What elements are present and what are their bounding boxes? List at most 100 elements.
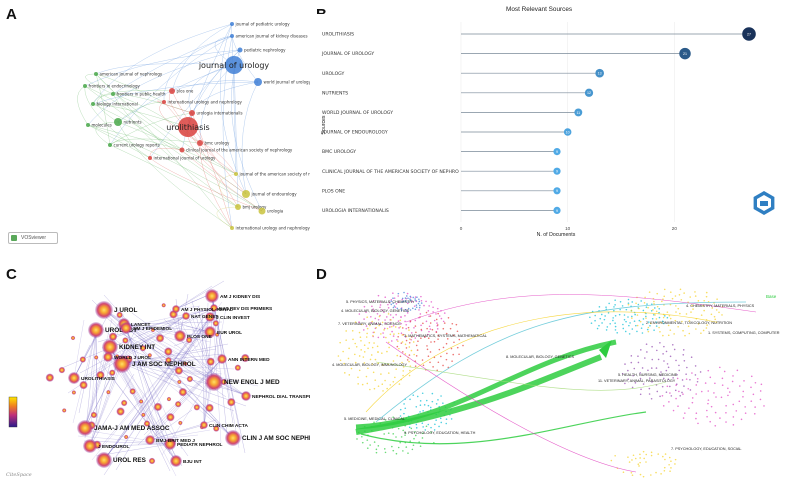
journal-dot	[462, 344, 464, 347]
journal-dot	[671, 297, 674, 300]
journal-dot	[431, 392, 434, 395]
journal-dot	[686, 366, 688, 369]
journal-dot	[400, 332, 403, 334]
journal-dot	[366, 316, 368, 319]
journal-dot	[404, 297, 407, 299]
journal-dot	[358, 369, 361, 372]
journal-dot	[375, 326, 377, 329]
journal-dot	[392, 324, 395, 327]
value-label: 11	[576, 111, 580, 115]
journal-dot	[400, 316, 402, 318]
journal-dot	[421, 432, 424, 435]
vos-node	[108, 143, 112, 147]
minor-node	[205, 403, 214, 413]
journal-dot	[642, 318, 645, 320]
journal-dot	[419, 404, 422, 407]
journal-dot	[396, 354, 399, 357]
journal-dot	[379, 306, 381, 309]
journal-dot	[371, 320, 374, 323]
citation-arc	[360, 411, 647, 445]
journal-dot	[628, 333, 631, 335]
journal-dot	[366, 382, 369, 385]
journal-dot	[682, 353, 685, 356]
value-label: 21	[683, 52, 687, 56]
journal-dot	[404, 343, 407, 346]
journal-dot	[353, 353, 356, 356]
journal-dot	[710, 313, 713, 316]
journal-dot	[669, 470, 671, 473]
journal-dot	[374, 379, 377, 381]
journal-dot	[402, 450, 404, 452]
journal-dot	[618, 313, 621, 316]
citation-node-label: NAT GENET	[191, 314, 218, 320]
journal-dot	[386, 327, 389, 330]
panel-label-d: D	[316, 266, 327, 283]
journal-dot	[389, 384, 392, 386]
journal-dot	[621, 305, 624, 307]
minor-node	[212, 320, 220, 327]
minor-node	[183, 361, 188, 366]
minor-node	[45, 373, 55, 382]
journal-dot	[343, 362, 345, 365]
journal-dot	[650, 397, 653, 400]
journal-dot	[376, 345, 379, 348]
journal-dot	[391, 445, 393, 448]
journal-dot	[742, 395, 744, 398]
lollipop-dot	[553, 206, 561, 214]
journal-dot	[684, 334, 686, 337]
journal-dot	[452, 353, 455, 356]
journal-dot	[695, 384, 698, 386]
journal-dot	[400, 322, 402, 325]
journal-dot	[685, 373, 687, 375]
journal-dot	[651, 345, 653, 348]
journal-dot	[616, 331, 619, 334]
journal-dot	[408, 426, 411, 429]
journal-dot	[433, 429, 436, 431]
journal-dot	[610, 459, 613, 462]
journal-dot	[696, 377, 699, 380]
journal-dot	[420, 295, 422, 298]
journal-dot	[627, 298, 630, 301]
journal-dot	[646, 351, 648, 353]
journal-dot	[645, 317, 647, 319]
journal-dot	[390, 300, 392, 302]
journal-dot	[679, 288, 682, 291]
cited-cluster-label: 8. MOLECULAR, BIOLOGY, GENETICS	[506, 355, 575, 359]
journal-dot	[426, 345, 428, 347]
journal-dot	[411, 448, 414, 451]
source-label: WORLD JOURNAL OF UROLOGY	[322, 110, 393, 116]
journal-dot	[406, 292, 409, 295]
journal-dot	[627, 303, 630, 306]
journal-dot	[663, 345, 665, 348]
journal-dot	[675, 397, 677, 400]
value-label: 9	[556, 150, 558, 154]
minor-node	[234, 364, 242, 371]
journal-dot	[406, 302, 409, 305]
journal-dot	[399, 441, 402, 444]
journal-dot	[713, 392, 715, 394]
journal-dot	[674, 319, 677, 322]
journal-dot	[395, 436, 397, 438]
journal-dot	[405, 339, 408, 342]
journal-dot	[702, 329, 705, 332]
citing-cluster-label: 3. MATHEMATICS, SYSTEMS, MATHEMATICAL	[404, 334, 487, 338]
vos-node	[197, 140, 203, 146]
minor-node	[214, 332, 220, 337]
journal-dot	[455, 323, 458, 326]
journal-dot	[656, 305, 659, 308]
journal-dot	[409, 309, 412, 311]
journal-dot	[361, 383, 364, 386]
journal-dot	[727, 394, 729, 397]
journal-dot	[659, 341, 661, 344]
journal-dot	[612, 319, 614, 322]
journal-dot	[656, 292, 659, 295]
journal-dot	[622, 471, 625, 474]
journal-dot	[598, 324, 600, 327]
journal-dot	[639, 461, 641, 464]
journal-dot	[414, 337, 417, 339]
journal-dot	[372, 335, 374, 337]
journal-dot	[437, 338, 439, 340]
journal-dot	[408, 360, 410, 363]
journal-dot	[628, 461, 631, 463]
journal-dot	[431, 400, 434, 403]
